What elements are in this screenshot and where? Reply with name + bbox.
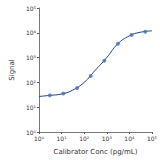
svg-text:10³: 10³ <box>26 54 37 61</box>
svg-text:10²: 10² <box>26 79 37 86</box>
svg-text:Signal: Signal <box>8 59 16 81</box>
svg-text:10⁴: 10⁴ <box>124 135 135 142</box>
svg-text:10⁴: 10⁴ <box>26 29 37 36</box>
svg-text:10²: 10² <box>79 135 90 142</box>
svg-text:10³: 10³ <box>102 135 113 142</box>
svg-text:10⁵: 10⁵ <box>26 5 37 12</box>
svg-text:10¹: 10¹ <box>26 104 37 111</box>
svg-text:10⁰: 10⁰ <box>34 135 45 142</box>
svg-text:Calibrator Conc (pg/mL): Calibrator Conc (pg/mL) <box>53 148 137 156</box>
svg-text:10⁰: 10⁰ <box>25 128 36 136</box>
svg-text:10⁵: 10⁵ <box>147 135 158 142</box>
svg-text:10¹: 10¹ <box>57 135 68 142</box>
